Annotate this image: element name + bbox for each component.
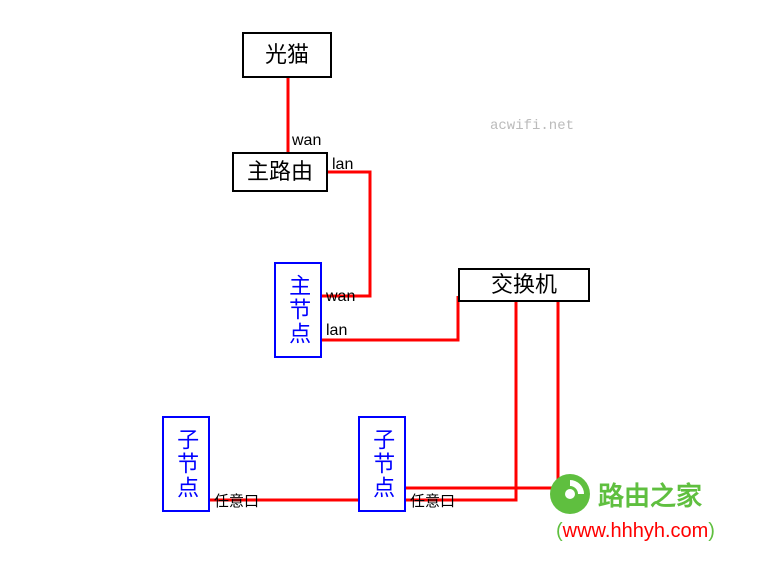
- node-sub-mesh-node-1: 子节点: [162, 416, 210, 512]
- port-label-wan-2: wan: [326, 288, 355, 306]
- url-paren-close: ): [708, 520, 715, 542]
- watermark-text: acwifi.net: [490, 118, 574, 134]
- port-label-lan-1: lan: [332, 156, 353, 174]
- port-label-any-2: 任意口: [410, 490, 455, 511]
- node-switch-label: 交换机: [491, 273, 557, 297]
- node-main-mesh-node-label: 主节点: [286, 274, 310, 346]
- node-sub-mesh-node-2: 子节点: [358, 416, 406, 512]
- node-modem: 光猫: [242, 32, 332, 78]
- node-main-router: 主路由: [232, 152, 328, 192]
- footer-brand: 路由之家: [548, 472, 702, 516]
- port-label-wan-1: wan: [292, 132, 321, 150]
- url-link: www.hhhyh.com: [563, 520, 709, 542]
- node-main-router-label: 主路由: [247, 160, 313, 184]
- brand-logo-icon: [548, 472, 592, 516]
- url-paren-open: (: [556, 520, 563, 542]
- port-label-any-1: 任意口: [214, 490, 259, 511]
- node-sub-mesh-node-2-label: 子节点: [370, 428, 394, 500]
- node-switch: 交换机: [458, 268, 590, 302]
- port-label-lan-2: lan: [326, 322, 347, 340]
- brand-name: 路由之家: [598, 476, 702, 513]
- footer-url: (www.hhhyh.com): [556, 520, 715, 543]
- node-main-mesh-node: 主节点: [274, 262, 322, 358]
- node-sub-mesh-node-1-label: 子节点: [174, 428, 198, 500]
- node-modem-label: 光猫: [265, 43, 309, 67]
